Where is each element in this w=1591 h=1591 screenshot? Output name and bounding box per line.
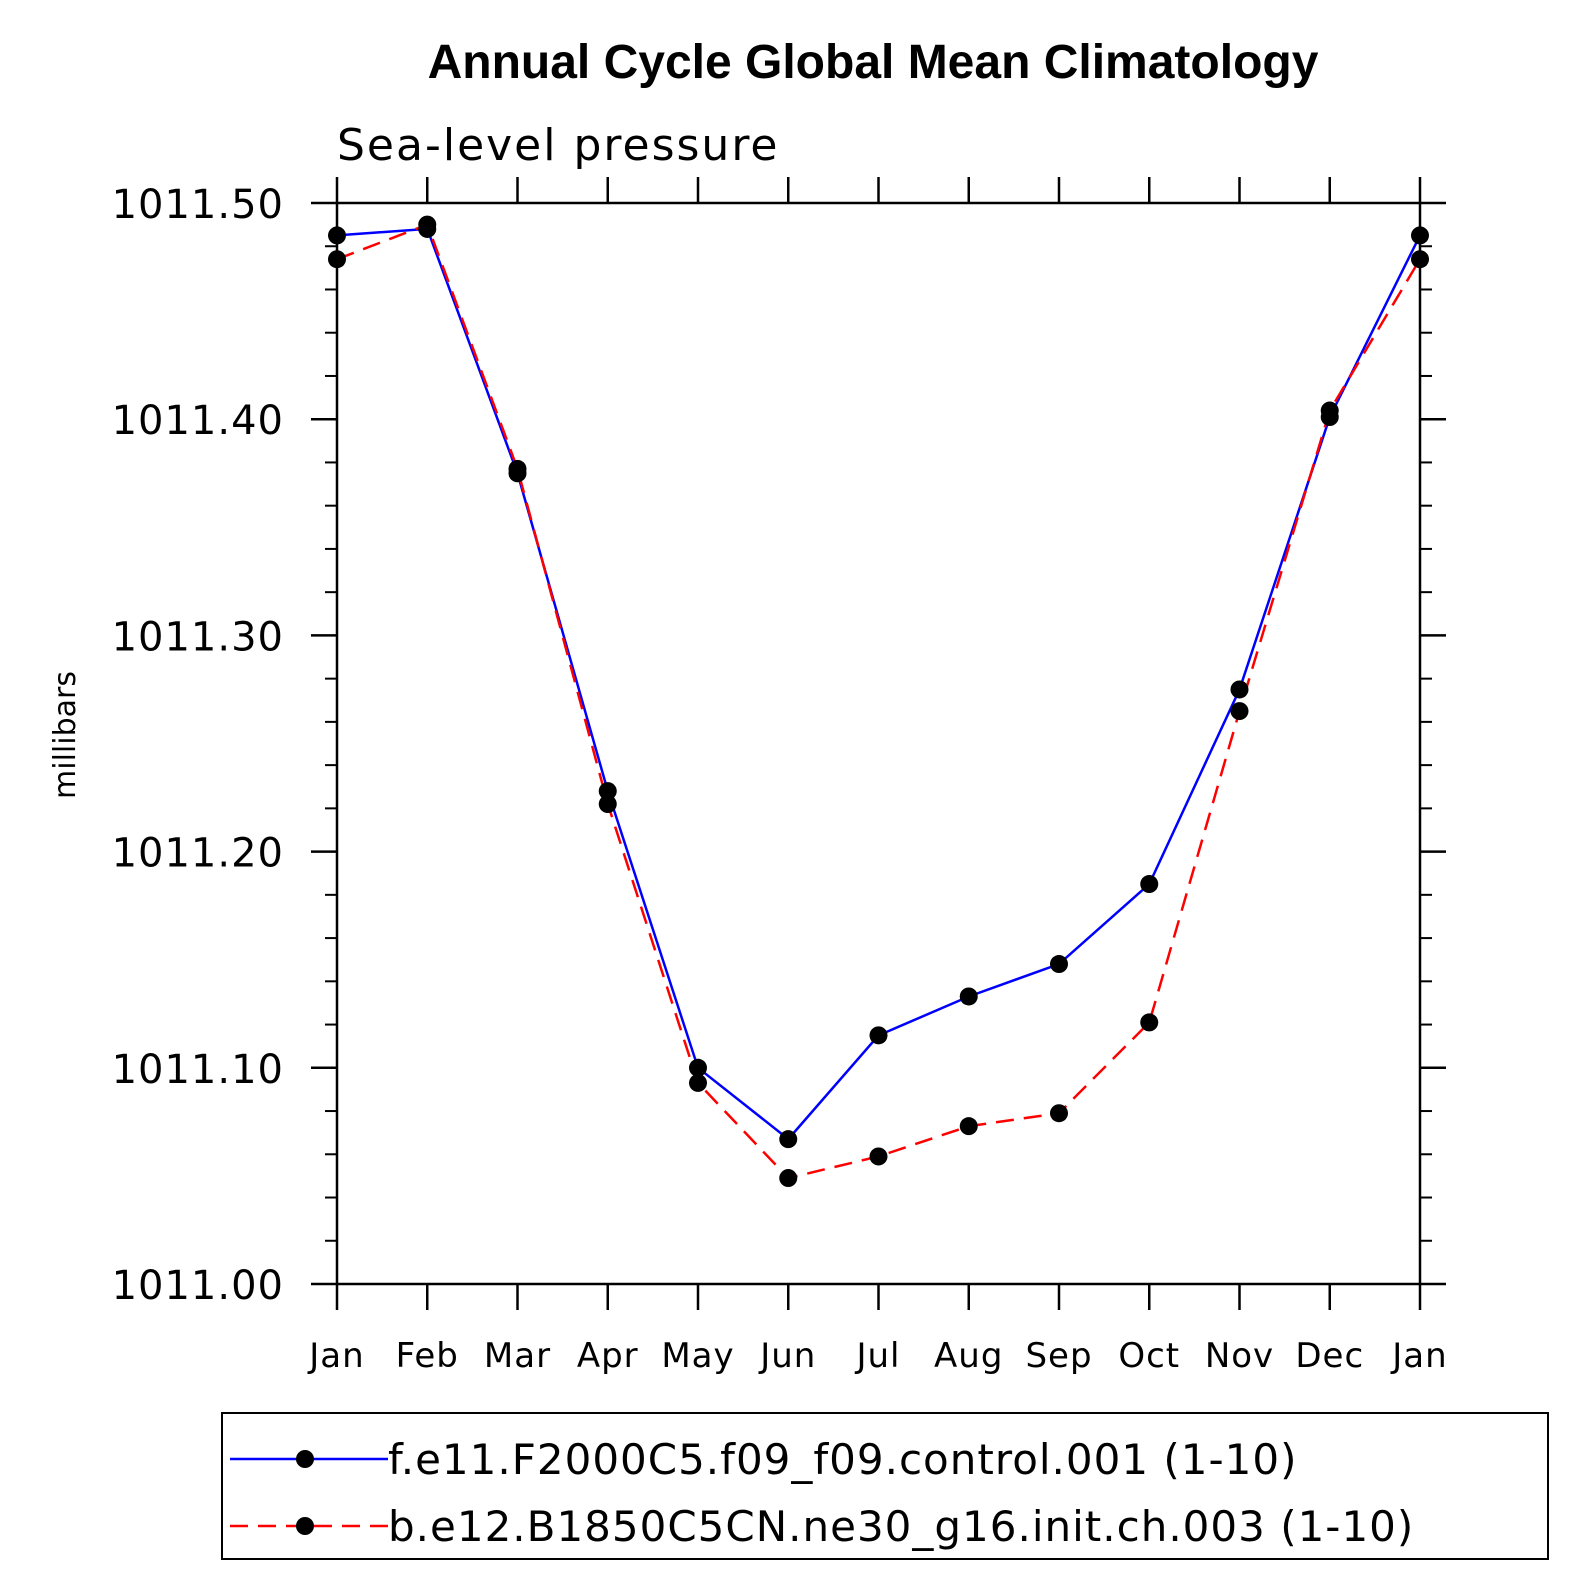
x-tick-label: Sep bbox=[1025, 1336, 1092, 1376]
x-tick-label: Aug bbox=[934, 1336, 1003, 1376]
data-point-series-2 bbox=[1411, 250, 1429, 269]
y-tick-label: 1011.00 bbox=[112, 1263, 284, 1309]
y-tick-label: 1011.30 bbox=[112, 614, 284, 660]
data-point-series-2 bbox=[508, 459, 527, 478]
y-tick-labels: 1011.00 1011.10 1011.20 1011.30 1011.40 1011.… bbox=[112, 182, 284, 1309]
axis-ticks bbox=[311, 177, 1446, 1310]
data-point-series-1 bbox=[328, 226, 346, 245]
data-point-series-2 bbox=[418, 215, 437, 234]
series-markers bbox=[328, 215, 1429, 1188]
series-line-1 bbox=[336, 227, 1422, 1141]
data-point-series-2 bbox=[689, 1073, 707, 1092]
legend-box bbox=[221, 1412, 1549, 1560]
data-point-series-2 bbox=[1230, 702, 1249, 721]
x-tick-label: Apr bbox=[577, 1336, 639, 1376]
data-point-series-2 bbox=[598, 795, 617, 814]
data-point-series-2 bbox=[959, 1117, 978, 1136]
x-tick-labels: Jan Feb Mar Apr May Jun Jul Aug Sep Oct Nov Dec Jan bbox=[307, 1336, 1447, 1376]
plot-frame bbox=[335, 201, 1422, 1286]
x-tick-label: Dec bbox=[1295, 1336, 1364, 1376]
legend-label-series-2: b.e12.B1850C5CN.ne30_g16.init.ch.003 (1-… bbox=[388, 1502, 1414, 1551]
x-tick-label: Jan bbox=[307, 1336, 364, 1376]
legend-label-series-1: f.e11.F2000C5.f09_f09.control.001 (1-10) bbox=[388, 1435, 1298, 1484]
data-point-series-2 bbox=[1320, 401, 1339, 420]
data-point-series-1 bbox=[779, 1130, 798, 1149]
x-tick-label: Jul bbox=[854, 1336, 900, 1376]
y-axis-label: millibars bbox=[48, 671, 83, 799]
legend: f.e11.F2000C5.f09_f09.control.001 (1-10)… bbox=[230, 1435, 1414, 1551]
data-point-series-2 bbox=[779, 1169, 798, 1188]
data-point-series-1 bbox=[1411, 226, 1429, 245]
data-point-series-1 bbox=[1050, 955, 1068, 974]
y-tick-label: 1011.20 bbox=[112, 831, 284, 877]
x-tick-label: Feb bbox=[396, 1336, 459, 1376]
chart-title: Annual Cycle Global Mean Climatology bbox=[428, 36, 1319, 89]
data-point-series-2 bbox=[1050, 1104, 1068, 1123]
y-tick-label: 1011.50 bbox=[112, 182, 284, 228]
chart-subtitle: Sea-level pressure bbox=[337, 120, 780, 171]
x-tick-label: Jan bbox=[1390, 1336, 1447, 1376]
data-point-series-2 bbox=[869, 1147, 888, 1166]
x-tick-label: May bbox=[661, 1336, 734, 1376]
data-point-series-1 bbox=[959, 987, 978, 1006]
data-point-series-1 bbox=[1140, 875, 1159, 894]
x-tick-label: Mar bbox=[484, 1336, 551, 1376]
data-point-series-1 bbox=[689, 1058, 707, 1077]
legend-marker-series-2 bbox=[296, 1517, 314, 1535]
x-tick-label: Oct bbox=[1118, 1336, 1180, 1376]
x-tick-label: Jun bbox=[758, 1336, 816, 1376]
data-point-series-1 bbox=[869, 1026, 888, 1045]
data-point-series-1 bbox=[1230, 680, 1249, 699]
data-point-series-2 bbox=[1140, 1013, 1159, 1032]
y-tick-label: 1011.10 bbox=[112, 1047, 284, 1093]
data-point-series-2 bbox=[328, 250, 346, 269]
y-tick-label: 1011.40 bbox=[112, 398, 284, 444]
legend-marker-series-1 bbox=[296, 1450, 314, 1468]
data-point-series-1 bbox=[598, 782, 617, 801]
x-tick-label: Nov bbox=[1205, 1336, 1274, 1376]
